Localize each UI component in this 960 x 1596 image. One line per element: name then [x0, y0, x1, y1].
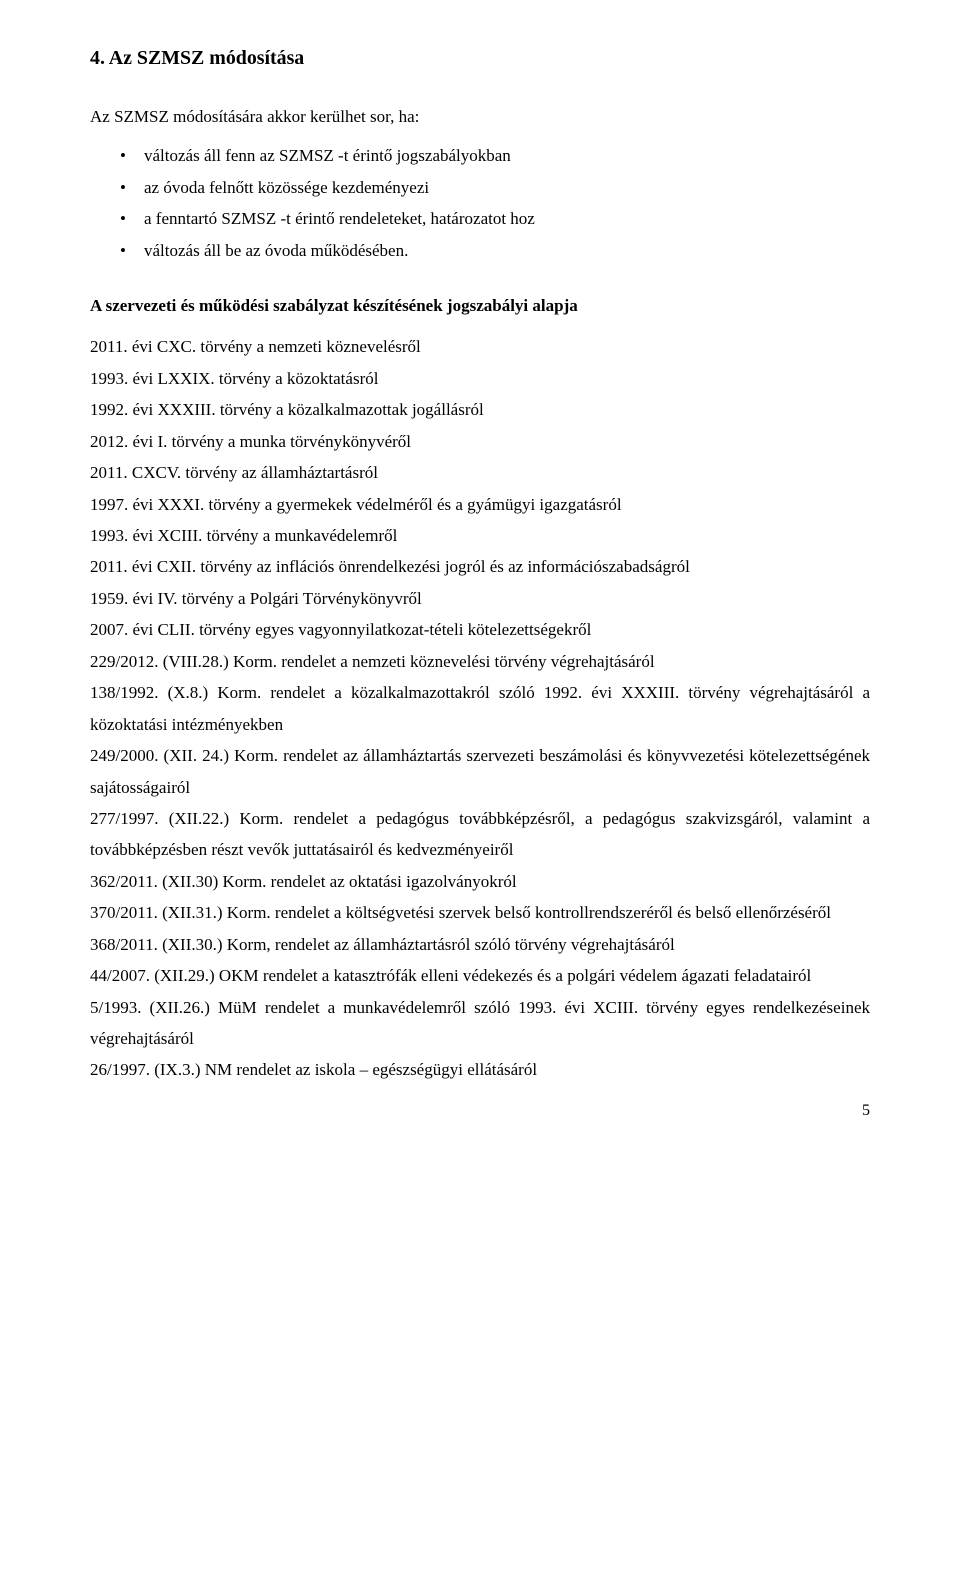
law-paragraph: 368/2011. (XII.30.) Korm, rendelet az ál…	[90, 929, 870, 960]
intro-paragraph: Az SZMSZ módosítására akkor kerülhet sor…	[90, 101, 870, 132]
law-paragraph: 138/1992. (X.8.) Korm. rendelet a közalk…	[90, 677, 870, 740]
bullet-list: változás áll fenn az SZMSZ -t érintő jog…	[120, 140, 870, 266]
law-paragraph: 370/2011. (XII.31.) Korm. rendelet a köl…	[90, 897, 870, 928]
law-paragraph: 362/2011. (XII.30) Korm. rendelet az okt…	[90, 866, 870, 897]
law-paragraph: 1992. évi XXXIII. törvény a közalkalmazo…	[90, 394, 870, 425]
sub-heading: A szervezeti és működési szabályzat kész…	[90, 290, 870, 321]
list-item: változás áll be az óvoda működésében.	[120, 235, 870, 266]
law-paragraph: 2007. évi CLII. törvény egyes vagyonnyil…	[90, 614, 870, 645]
law-paragraph: 2011. CXCV. törvény az államháztartásról	[90, 457, 870, 488]
law-paragraph: 229/2012. (VIII.28.) Korm. rendelet a ne…	[90, 646, 870, 677]
law-paragraph: 249/2000. (XII. 24.) Korm. rendelet az á…	[90, 740, 870, 803]
law-paragraph: 1993. évi LXXIX. törvény a közoktatásról	[90, 363, 870, 394]
section-heading: 4. Az SZMSZ módosítása	[90, 40, 870, 77]
law-paragraph: 2011. évi CXII. törvény az inflációs önr…	[90, 551, 870, 582]
page-number: 5	[90, 1096, 870, 1126]
law-paragraph: 277/1997. (XII.22.) Korm. rendelet a ped…	[90, 803, 870, 866]
law-paragraph: 5/1993. (XII.26.) MüM rendelet a munkavé…	[90, 992, 870, 1055]
law-paragraph: 2012. évi I. törvény a munka törvényköny…	[90, 426, 870, 457]
law-list: 2011. évi CXC. törvény a nemzeti közneve…	[90, 331, 870, 1086]
law-paragraph: 2011. évi CXC. törvény a nemzeti közneve…	[90, 331, 870, 362]
law-paragraph: 1997. évi XXXI. törvény a gyermekek véde…	[90, 489, 870, 520]
law-paragraph: 1993. évi XCIII. törvény a munkavédelemr…	[90, 520, 870, 551]
list-item: az óvoda felnőtt közössége kezdeményezi	[120, 172, 870, 203]
list-item: a fenntartó SZMSZ -t érintő rendeleteket…	[120, 203, 870, 234]
list-item: változás áll fenn az SZMSZ -t érintő jog…	[120, 140, 870, 171]
law-paragraph: 1959. évi IV. törvény a Polgári Törvényk…	[90, 583, 870, 614]
law-paragraph: 44/2007. (XII.29.) OKM rendelet a katasz…	[90, 960, 870, 991]
law-paragraph: 26/1997. (IX.3.) NM rendelet az iskola –…	[90, 1054, 870, 1085]
